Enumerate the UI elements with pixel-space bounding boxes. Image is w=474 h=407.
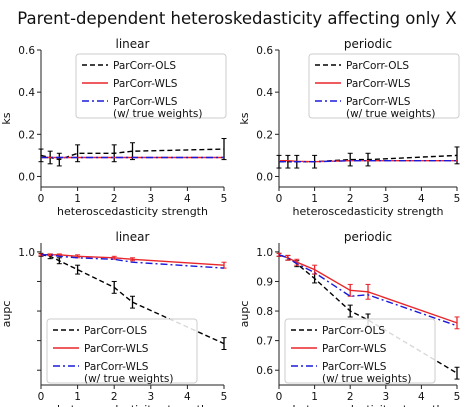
legend-box — [75, 53, 227, 119]
legend-label: ParCorr-OLS — [113, 60, 176, 72]
x-tick-label: 0 — [276, 391, 283, 403]
y-tick-label: 0.6 — [256, 45, 273, 57]
legend-label: ParCorr-WLS — [84, 361, 149, 373]
y-axis-label: ks — [238, 112, 251, 124]
y-tick-label: 1.0 — [256, 247, 273, 259]
x-axis-label: heteroscedasticity strength — [57, 403, 208, 407]
legend-label: ParCorr-WLS — [84, 343, 149, 355]
x-tick-label: 5 — [454, 391, 461, 403]
y-tick-label: 0.0 — [256, 171, 273, 183]
panel-3: linear 0 1 2 3 4 5 1.0 heteroscedasticity streng… — [0, 230, 227, 407]
legend-box — [284, 318, 436, 384]
legend-label: ParCorr-WLS — [113, 96, 178, 108]
legend-label: ParCorr-WLS — [322, 343, 387, 355]
panel-2: periodic 0 1 2 3 4 5 0.0 0.2 0.4 0.6 heteroscedasti… — [238, 37, 460, 218]
y-axis-label: aupc — [238, 301, 251, 328]
legend-label-line2: (w/ true weights) — [346, 108, 435, 120]
y-tick-label: 1.0 — [18, 247, 35, 259]
series-line-3 — [279, 159, 457, 163]
x-tick-label: 4 — [418, 193, 425, 205]
series-line-3 — [41, 254, 225, 269]
panel-title: periodic — [344, 37, 392, 51]
y-axis-label: aupc — [0, 301, 13, 328]
x-tick-label: 0 — [38, 193, 45, 205]
legend-label-line2: (w/ true weights) — [322, 373, 411, 385]
x-tick-label: 4 — [184, 193, 191, 205]
x-tick-label: 3 — [382, 193, 389, 205]
y-tick-label: 0.0 — [18, 171, 35, 183]
panel-1: linear 0 1 2 3 4 5 0.0 0.2 0.4 0.6 heteroscedastici… — [0, 37, 227, 218]
x-tick-label: 1 — [311, 391, 318, 403]
x-axis-label: heteroscedasticity strength — [293, 205, 444, 218]
panel-title: linear — [116, 37, 150, 51]
x-axis-label: heteroscedasticity strength — [57, 205, 208, 218]
y-tick-label: 0.2 — [256, 129, 273, 141]
x-tick-label: 2 — [347, 391, 354, 403]
x-tick-label: 1 — [74, 391, 81, 403]
y-tick-label: 0.4 — [256, 87, 273, 99]
x-tick-label: 5 — [221, 193, 228, 205]
figure-title: Parent-dependent heteroskedasticity affe… — [17, 9, 457, 28]
panel-title: linear — [116, 230, 150, 244]
y-tick-label: 0.2 — [18, 129, 35, 141]
y-tick-label: 0.6 — [18, 45, 35, 57]
x-tick-label: 5 — [221, 391, 228, 403]
panel-4: periodic 0 1 2 3 4 5 0.6 0.7 0.8 0.9 1.0 heterosceda… — [238, 230, 460, 407]
legend-label-line2: (w/ true weights) — [113, 108, 202, 120]
x-tick-label: 3 — [147, 193, 154, 205]
y-tick-label: 0.8 — [256, 306, 273, 318]
x-tick-label: 0 — [276, 193, 283, 205]
legend-box — [308, 53, 460, 119]
y-tick-label: 0.6 — [256, 365, 273, 377]
y-tick-label: 0.9 — [256, 276, 273, 288]
x-tick-label: 2 — [111, 193, 118, 205]
x-tick-label: 1 — [311, 193, 318, 205]
series-line-3 — [278, 254, 458, 327]
legend-label: ParCorr-WLS — [346, 78, 411, 90]
legend-label-line2: (w/ true weights) — [84, 373, 173, 385]
x-tick-label: 4 — [184, 391, 191, 403]
legend-label: ParCorr-WLS — [322, 361, 387, 373]
x-tick-label: 4 — [418, 391, 425, 403]
x-tick-label: 2 — [111, 391, 118, 403]
x-tick-label: 0 — [38, 391, 45, 403]
legend-label: ParCorr-WLS — [346, 96, 411, 108]
x-tick-label: 1 — [74, 193, 81, 205]
y-tick-label: 0.7 — [256, 336, 273, 348]
x-tick-label: 2 — [347, 193, 354, 205]
legend-label: ParCorr-OLS — [346, 60, 409, 72]
legend-label: ParCorr-WLS — [113, 78, 178, 90]
legend-label: ParCorr-OLS — [84, 325, 147, 337]
x-axis-label: heteroscedasticity strength — [293, 403, 444, 407]
legend-box — [46, 318, 198, 384]
legend-label: ParCorr-OLS — [322, 325, 385, 337]
y-axis-label: ks — [0, 112, 13, 124]
x-tick-label: 5 — [454, 193, 461, 205]
x-tick-label: 3 — [382, 391, 389, 403]
y-tick-label: 0.4 — [18, 87, 35, 99]
panel-title: periodic — [344, 230, 392, 244]
x-tick-label: 3 — [147, 391, 154, 403]
